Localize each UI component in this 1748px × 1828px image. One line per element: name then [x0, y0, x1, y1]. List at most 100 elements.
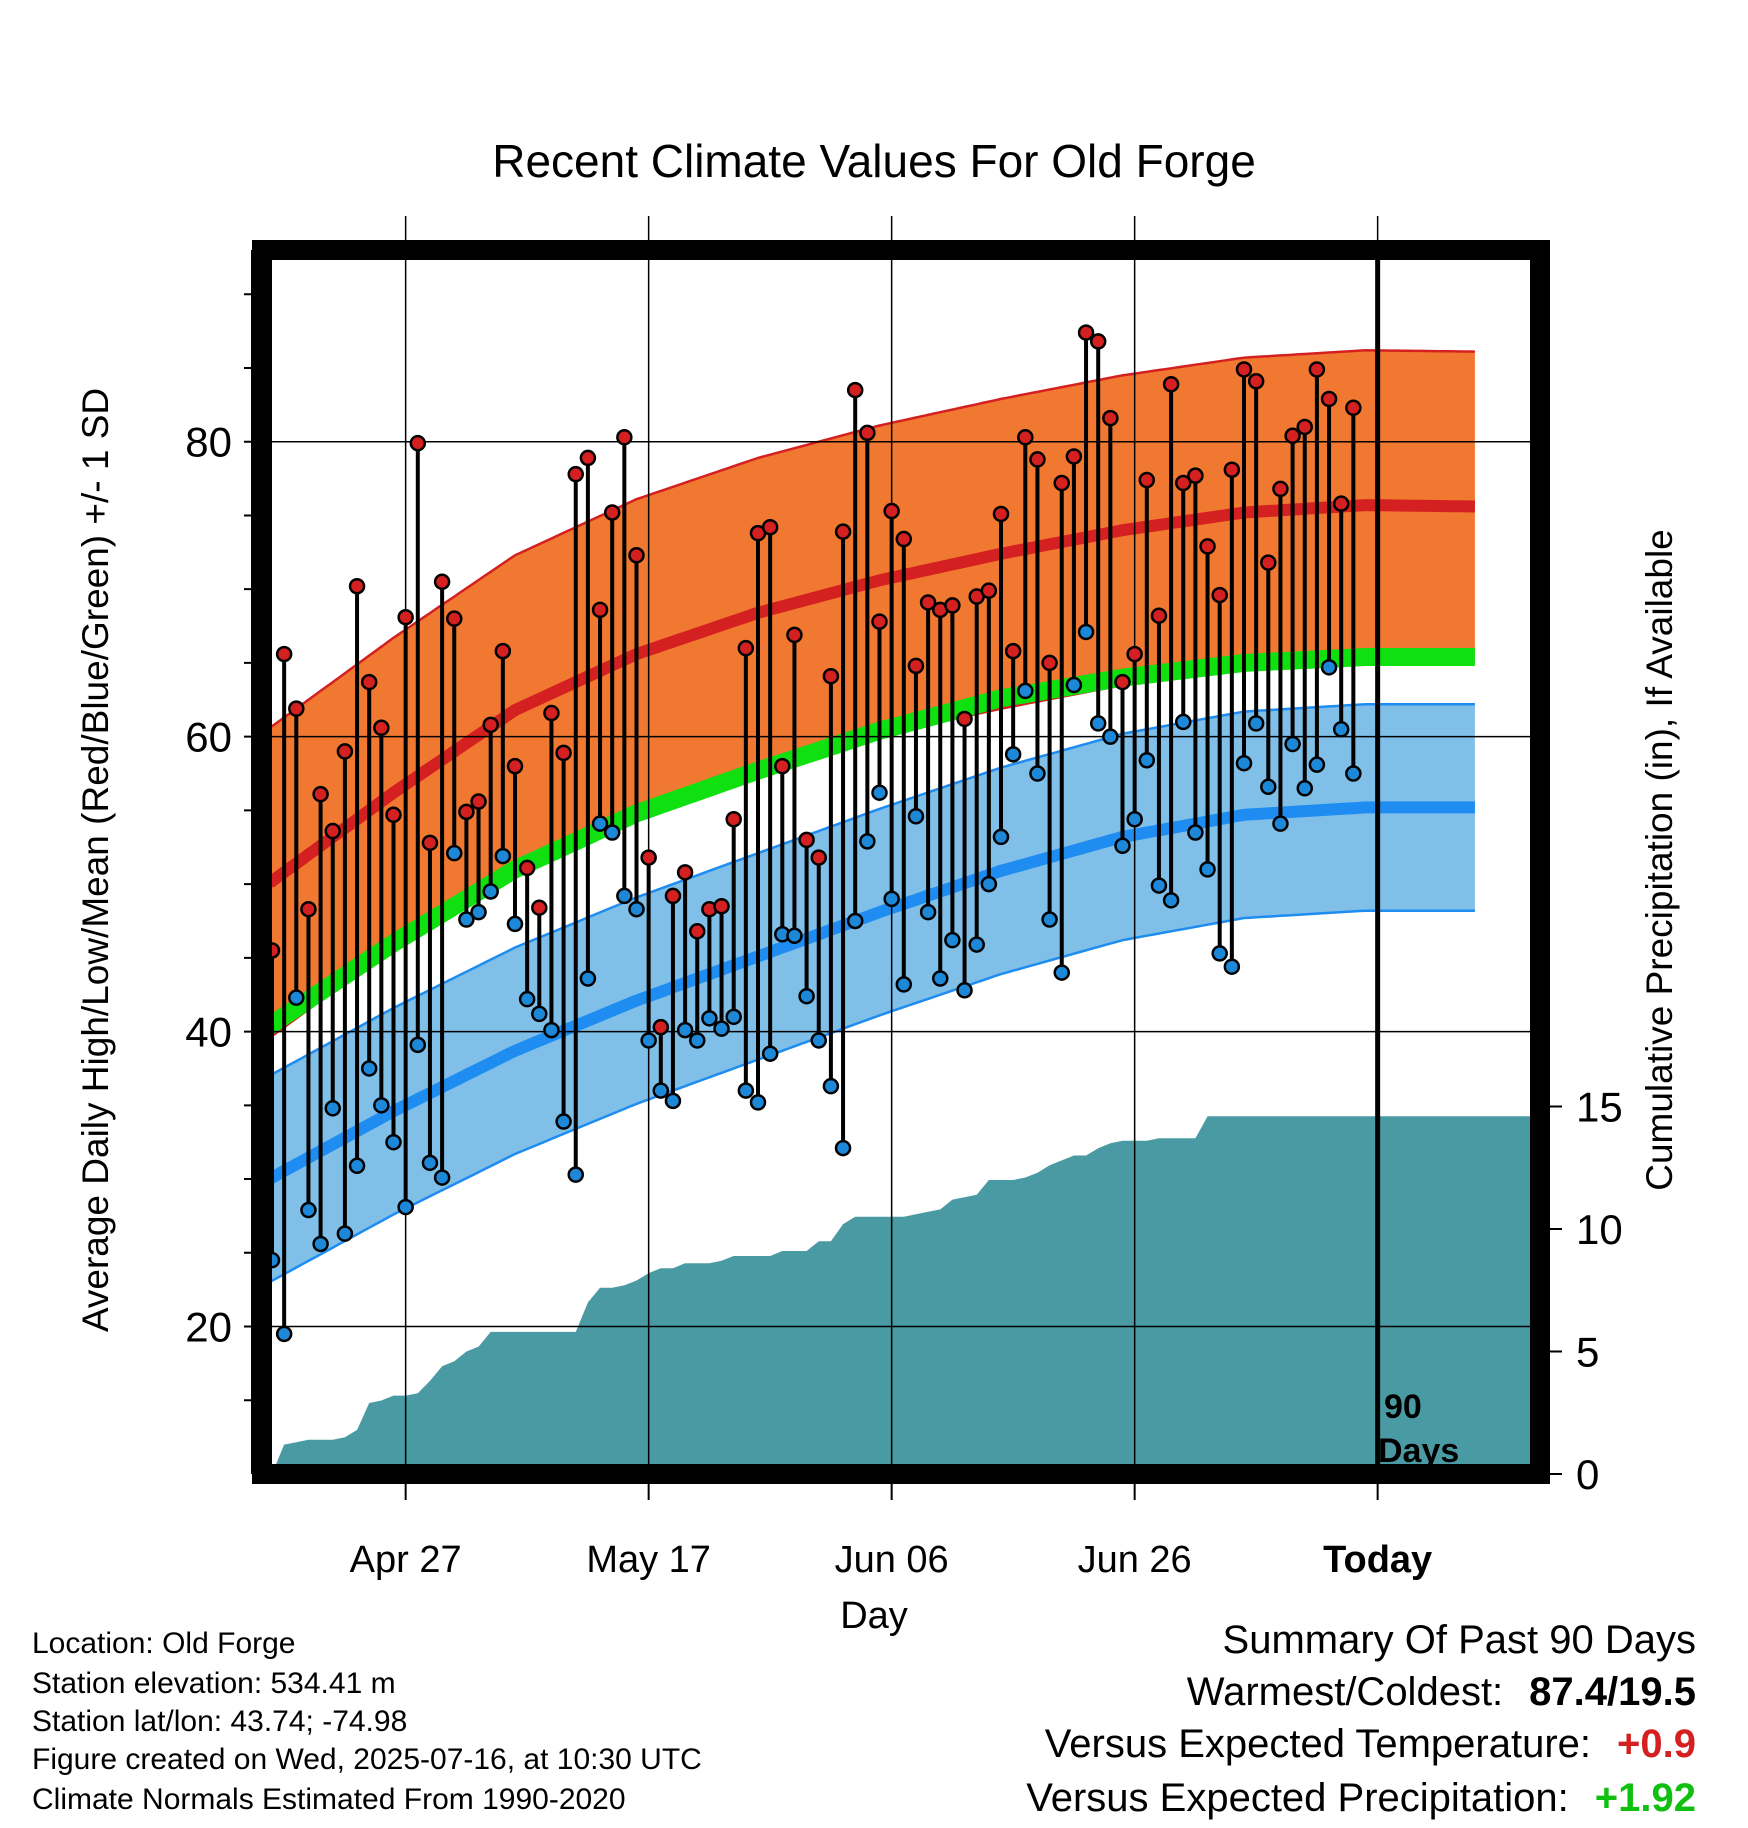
x-tick-label: May 17 — [586, 1539, 711, 1581]
daily-high-point — [798, 831, 815, 849]
axes: 20 40 60 80 0 5 10 15 Apr 27 May 17 Jun 06 Jun 26 To… — [185, 250, 1623, 1581]
daily-low-point — [1004, 746, 1022, 763]
daily-high-point — [871, 613, 888, 630]
daily-high-point — [446, 610, 463, 627]
daily-low-point — [834, 1139, 852, 1157]
warmest-label: Warmest/Coldest: — [1186, 1670, 1504, 1714]
daily-low-point — [1053, 964, 1070, 981]
chart-title: Recent Climate Values For Old Forge — [492, 135, 1256, 187]
daily-low-point — [701, 1010, 718, 1027]
daily-high-point — [1089, 333, 1107, 350]
daily-high-point — [992, 505, 1010, 523]
daily-low-point — [737, 1082, 755, 1099]
daily-high-point — [1138, 471, 1156, 489]
daily-low-point — [664, 1092, 682, 1110]
daily-high-point — [275, 645, 293, 663]
precip-value: +1.92 — [1594, 1776, 1696, 1820]
x-tick-label: Jun 06 — [835, 1539, 949, 1581]
summary-heading-text: Summary Of Past 90 Days — [1222, 1618, 1696, 1662]
daily-high-point — [1187, 467, 1204, 484]
daily-high-point — [1247, 372, 1265, 390]
daily-high-point — [409, 434, 427, 452]
daily-low-point — [616, 887, 633, 905]
daily-low-point — [458, 911, 475, 928]
daily-low-point — [1284, 735, 1301, 753]
daily-high-point — [470, 793, 487, 810]
daily-low-point — [555, 1113, 572, 1130]
daily-low-point — [360, 1060, 378, 1077]
daily-high-point — [373, 719, 390, 737]
daily-low-point — [846, 912, 864, 930]
daily-low-point — [1211, 945, 1228, 962]
warmest-value: 87.4/19.5 — [1529, 1670, 1696, 1714]
daily-high-point — [555, 744, 572, 762]
daily-high-point — [579, 449, 597, 467]
daily-low-point — [956, 982, 973, 999]
daily-high-point — [567, 465, 584, 483]
daily-high-point — [956, 710, 973, 728]
daily-high-point — [324, 822, 341, 840]
summary-temperature: Versus Expected Temperature: +0.9 — [1045, 1722, 1696, 1767]
daily-low-point — [1187, 824, 1204, 841]
daily-high-point — [421, 834, 439, 852]
daily-high-point — [834, 523, 852, 540]
daily-high-point — [1272, 480, 1289, 498]
daily-points — [263, 324, 1362, 1343]
daily-low-point — [761, 1045, 779, 1062]
daily-low-point — [421, 1154, 439, 1172]
daily-high-point — [1260, 554, 1277, 571]
y-axis-label: Average Daily High/Low/Mean (Red/Blue/Gr… — [75, 388, 116, 1332]
daily-high-point — [1235, 361, 1253, 378]
daily-low-point — [980, 875, 998, 893]
daily-high-point — [397, 608, 414, 626]
daily-low-point — [883, 890, 900, 908]
precip-cumulative-area — [272, 1116, 1540, 1474]
y2-tick-label: 5 — [1576, 1329, 1599, 1376]
daily-low-point — [531, 1005, 548, 1023]
daily-low-point — [1065, 676, 1083, 694]
daily-low-point — [713, 1020, 730, 1037]
daily-low-point — [494, 847, 512, 865]
daily-high-point — [640, 849, 657, 866]
daily-low-point — [798, 987, 815, 1005]
daily-high-point — [1041, 654, 1058, 672]
daily-low-point — [603, 824, 621, 841]
x-tick-label: Today — [1323, 1539, 1432, 1581]
daily-low-point — [725, 1008, 742, 1026]
daily-low-point — [409, 1036, 427, 1054]
figure-created: Figure created on Wed, 2025-07-16, at 10… — [32, 1743, 702, 1776]
daily-low-point — [749, 1094, 767, 1111]
daily-high-point — [676, 864, 694, 881]
x-tick-label: Jun 26 — [1078, 1539, 1192, 1581]
y2-tick-label: 0 — [1576, 1451, 1599, 1498]
daily-low-point — [348, 1157, 366, 1175]
daily-low-point — [1175, 713, 1192, 731]
daily-high-point — [518, 859, 536, 877]
daily-range-sticks — [270, 332, 1356, 1334]
daily-high-point — [907, 657, 925, 675]
plot-frame — [252, 240, 1550, 1484]
y-tick-label: 60 — [185, 714, 232, 761]
daily-high-point — [1053, 474, 1070, 492]
daily-high-point — [810, 849, 827, 866]
daily-low-point — [1017, 682, 1034, 700]
normals-source: Climate Normals Estimated From 1990-2020 — [32, 1783, 626, 1816]
daily-high-point — [348, 577, 366, 595]
summary-warmest: Warmest/Coldest: 87.4/19.5 — [1187, 1670, 1696, 1715]
daily-high-point — [1004, 642, 1022, 660]
daily-low-point — [689, 1032, 706, 1049]
daily-low-point — [640, 1032, 657, 1049]
daily-high-point — [859, 424, 876, 442]
daily-low-point — [373, 1097, 390, 1114]
daily-high-point — [336, 743, 354, 760]
daily-high-point — [385, 806, 402, 824]
daily-low-point — [1272, 815, 1289, 832]
daily-low-point — [506, 915, 524, 933]
normal-low-line — [262, 801, 1475, 1184]
y2-axis-label: Cumulative Precipitation (in), If Availa… — [1639, 529, 1680, 1191]
daily-high-point — [1162, 375, 1180, 393]
temp-label: Versus Expected Temperature: — [1044, 1722, 1592, 1766]
daily-low-point — [1260, 778, 1277, 796]
daily-high-point — [1126, 645, 1143, 663]
